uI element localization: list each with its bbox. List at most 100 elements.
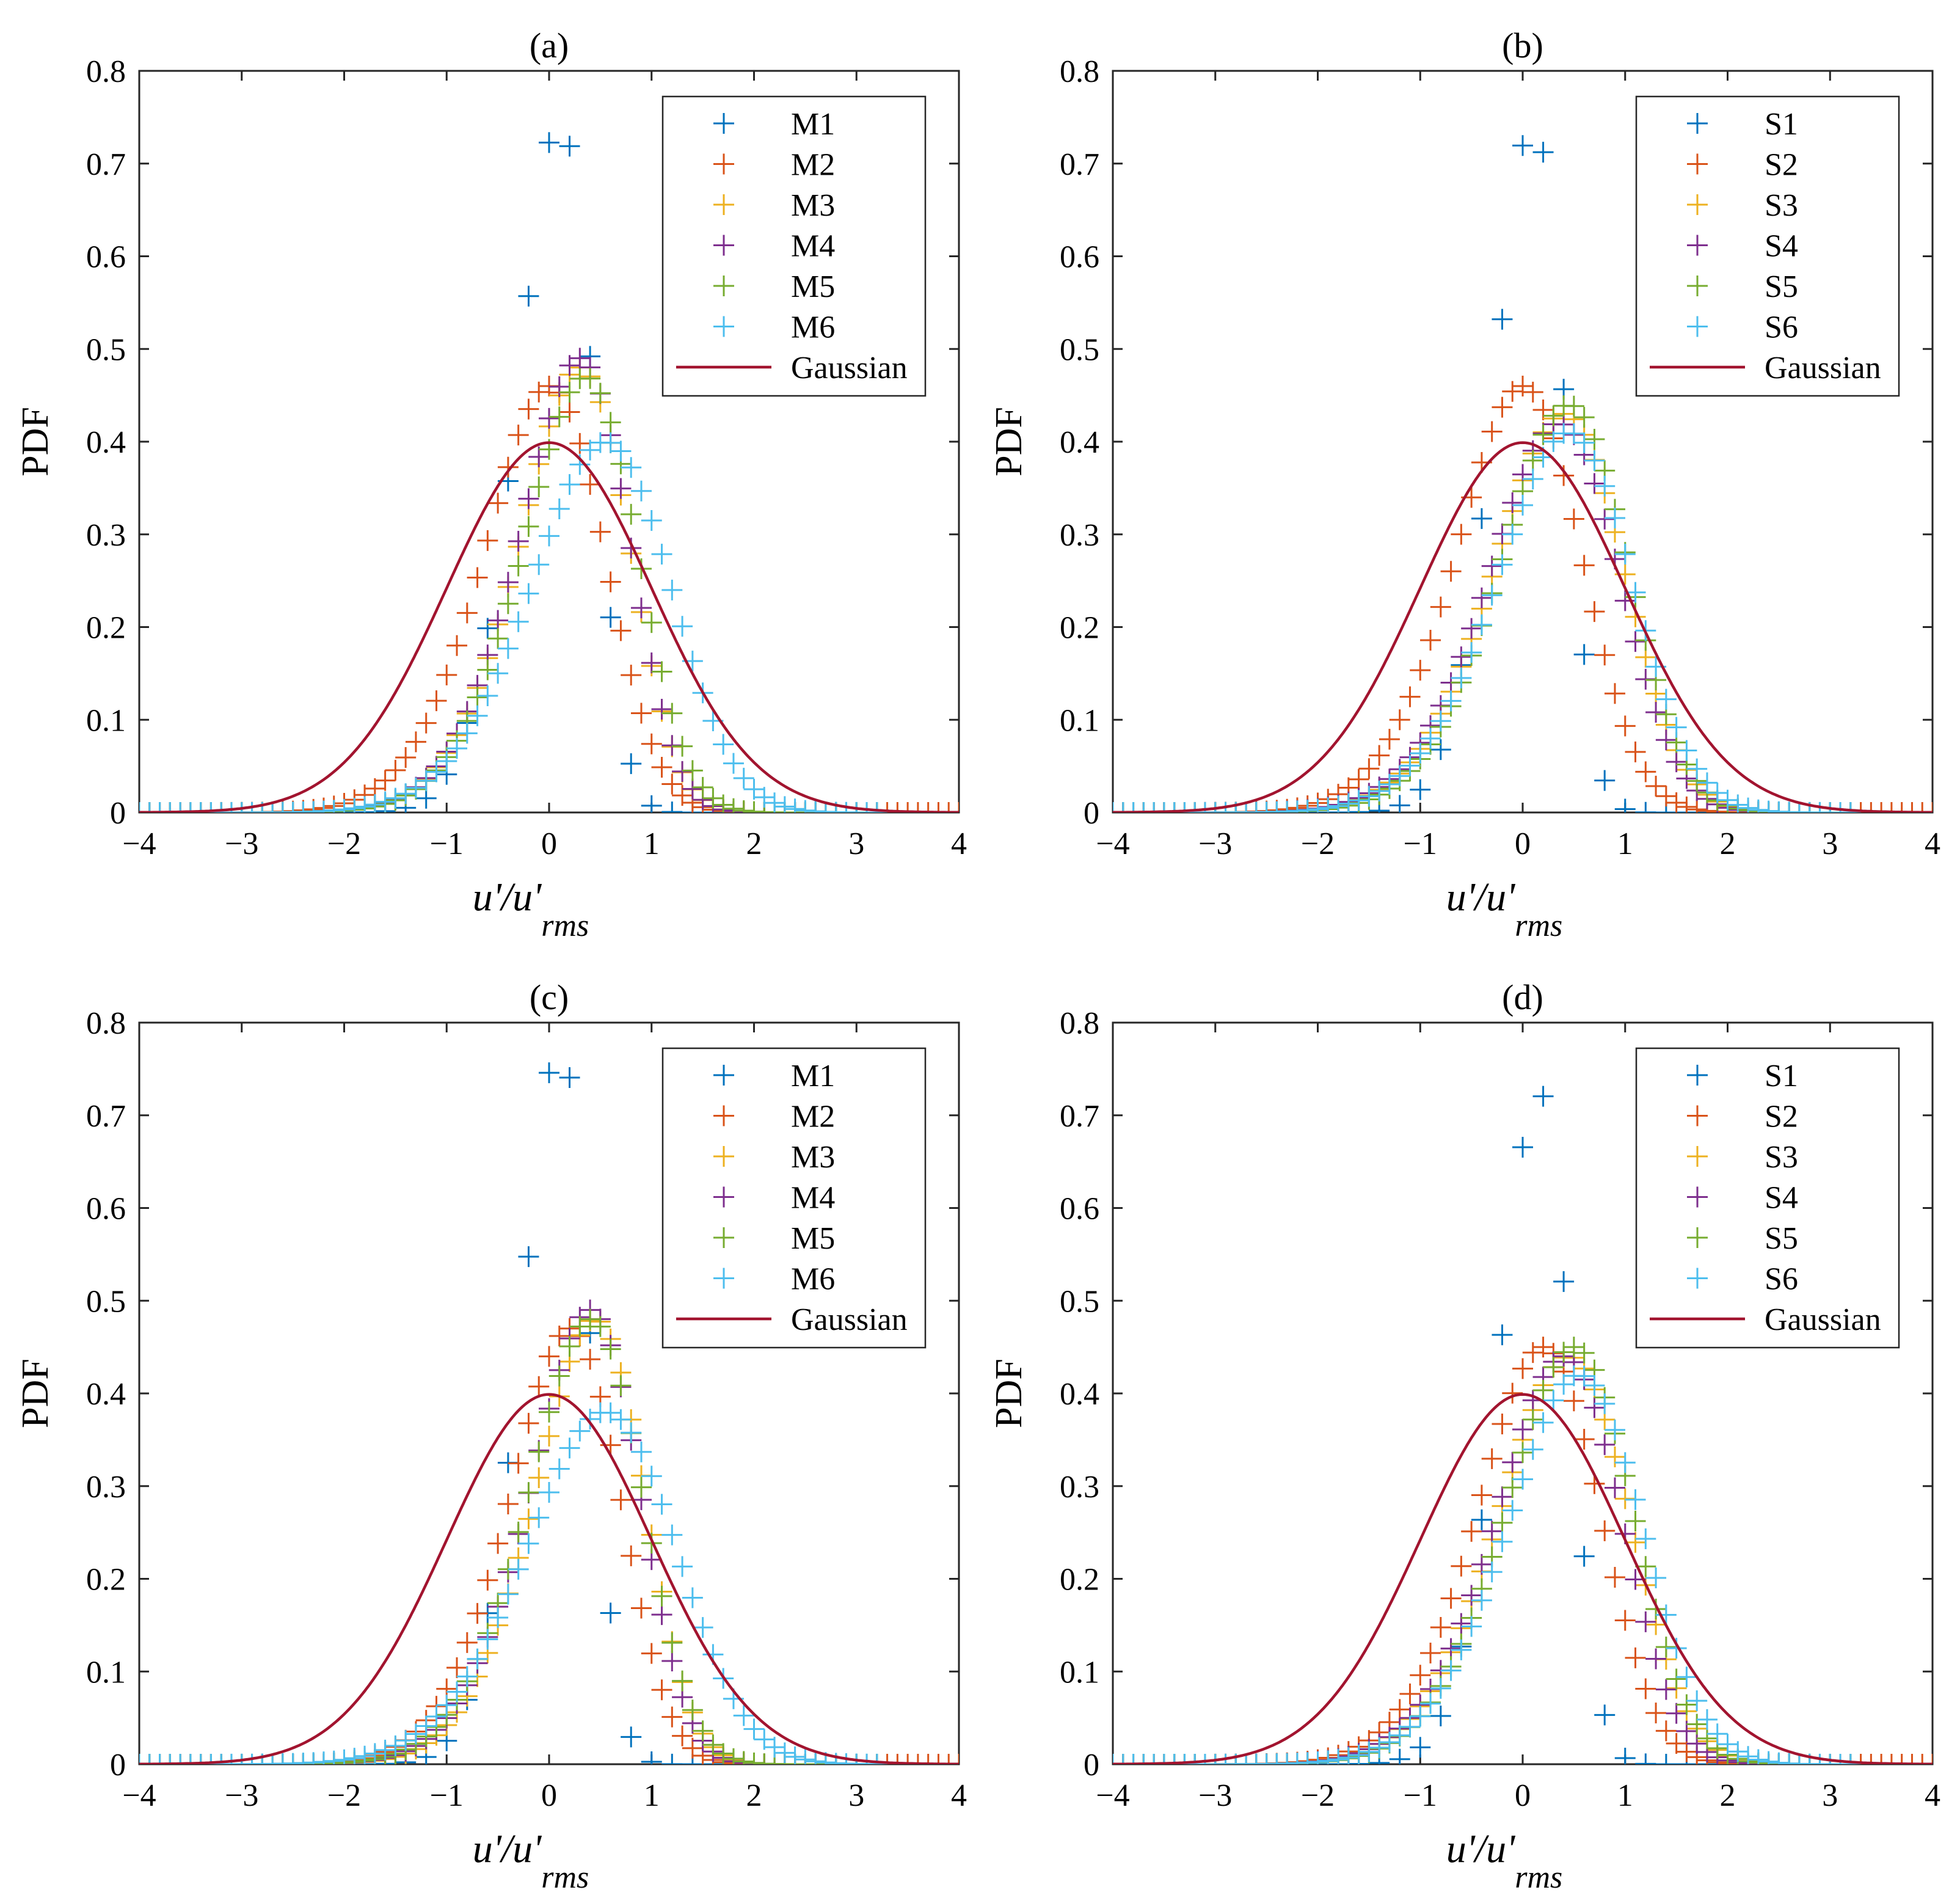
marker-M5 xyxy=(477,659,498,681)
marker-M4 xyxy=(497,572,519,593)
marker-M2 xyxy=(446,635,468,656)
marker-S1 xyxy=(1492,1324,1513,1346)
marker-M1 xyxy=(559,136,580,157)
marker-M3 xyxy=(518,1508,539,1530)
marker-S5 xyxy=(1492,1512,1513,1533)
marker-M2 xyxy=(610,620,632,641)
y-tick-label: 0.6 xyxy=(86,240,126,275)
legend-marker-M3 xyxy=(713,194,734,215)
marker-M2 xyxy=(641,733,662,754)
marker-M5 xyxy=(661,1632,683,1654)
marker-S4 xyxy=(1471,587,1492,608)
marker-S6 xyxy=(1747,799,1769,812)
marker-S6 xyxy=(1738,797,1759,812)
x-tick-label: 4 xyxy=(951,1778,967,1813)
marker-M2 xyxy=(621,1545,642,1566)
marker-M6 xyxy=(333,1749,355,1764)
panel-a: −4 −3 −2 −1 0 1 2 3 4 0 0.1 0.2 0.3 0.4 0.5 0.6 0.7 0.8 (a… xyxy=(15,26,967,943)
marker-S1 xyxy=(1471,1509,1492,1530)
x-tick-label: −4 xyxy=(1096,827,1129,861)
legend-label-M3: M3 xyxy=(791,1140,835,1175)
y-tick-label: 0.3 xyxy=(1060,1470,1099,1505)
marker-S6 xyxy=(1123,1754,1144,1764)
marker-S2 xyxy=(1532,1337,1554,1358)
marker-M2 xyxy=(477,530,498,551)
marker-M5 xyxy=(589,1316,611,1337)
marker-S6 xyxy=(1666,1638,1687,1659)
series-S4 xyxy=(1113,1346,1861,1764)
y-tick-label: 0.8 xyxy=(1060,1006,1099,1041)
marker-M5 xyxy=(672,1670,693,1692)
marker-S4 xyxy=(1502,492,1523,514)
marker-S6 xyxy=(1317,797,1339,812)
marker-S1 xyxy=(1471,508,1492,529)
x-tick-label: 4 xyxy=(951,827,967,861)
panel-d: −4 −3 −2 −1 0 1 2 3 4 0 0.1 0.2 0.3 0.4 0.5 0.6 0.7 0.8 (d… xyxy=(988,977,1940,1895)
marker-M2 xyxy=(559,401,580,423)
marker-M2 xyxy=(477,1569,498,1591)
marker-M2 xyxy=(641,1643,662,1664)
marker-M4 xyxy=(569,348,591,369)
marker-S2 xyxy=(1492,396,1513,418)
legend-label-S1: S1 xyxy=(1765,107,1798,142)
marker-M5 xyxy=(723,798,744,812)
marker-M6 xyxy=(456,723,478,744)
marker-S6 xyxy=(1676,740,1697,761)
legend-label-S5: S5 xyxy=(1765,1221,1798,1256)
marker-M5 xyxy=(630,1476,652,1498)
marker-M6 xyxy=(692,1617,713,1638)
marker-S6 xyxy=(1123,802,1144,812)
panel-c: −4 −3 −2 −1 0 1 2 3 4 0 0.1 0.2 0.3 0.4 0.5 0.6 0.7 0.8 (c… xyxy=(15,977,967,1895)
marker-S6 xyxy=(1307,798,1328,812)
legend-label-S2: S2 xyxy=(1765,1100,1798,1134)
marker-M6 xyxy=(661,579,683,600)
y-tick-label: 0.7 xyxy=(1060,147,1099,182)
marker-M6 xyxy=(630,480,652,502)
marker-S6 xyxy=(1625,1489,1646,1510)
marker-S2 xyxy=(1399,686,1421,707)
marker-M5 xyxy=(528,1441,550,1462)
marker-S2 xyxy=(1891,802,1912,812)
x-axis-label: u'/u'rms xyxy=(473,875,589,943)
legend-label-gaussian: Gaussian xyxy=(1765,351,1881,385)
legend-marker-S3 xyxy=(1687,194,1708,215)
marker-S2 xyxy=(1604,683,1625,704)
marker-S6 xyxy=(1420,1693,1441,1714)
marker-S6 xyxy=(1707,1723,1728,1745)
marker-S6 xyxy=(1512,1469,1533,1490)
marker-M6 xyxy=(477,1629,498,1650)
marker-M6 xyxy=(385,1735,406,1756)
marker-S2 xyxy=(1358,758,1380,779)
marker-M5 xyxy=(651,661,672,682)
x-tick-label: 1 xyxy=(1617,1778,1633,1813)
marker-M6 xyxy=(426,1706,447,1727)
marker-S5 xyxy=(1532,1379,1554,1401)
legend-marker-S5 xyxy=(1687,1227,1708,1248)
marker-S6 xyxy=(1471,614,1492,635)
legend-label-M5: M5 xyxy=(791,269,835,304)
marker-M4 xyxy=(610,478,632,499)
marker-S2 xyxy=(1871,802,1892,812)
y-tick-label: 0.8 xyxy=(1060,54,1099,89)
marker-M6 xyxy=(405,1723,426,1745)
marker-S6 xyxy=(1143,1754,1165,1764)
marker-M6 xyxy=(333,799,355,812)
marker-S3 xyxy=(1604,1446,1625,1467)
legend-label-S3: S3 xyxy=(1765,1140,1798,1175)
marker-M6 xyxy=(548,1458,570,1480)
y-tick-label: 0 xyxy=(1084,796,1099,831)
y-axis-label: PDF xyxy=(15,1359,56,1428)
marker-S6 xyxy=(1389,765,1410,787)
marker-M6 xyxy=(764,1737,785,1758)
y-tick-label: 0.3 xyxy=(86,1470,126,1505)
marker-S6 xyxy=(1655,1604,1677,1626)
y-axis-label: PDF xyxy=(988,407,1030,476)
y-tick-label: 0.7 xyxy=(86,1099,126,1134)
marker-S6 xyxy=(1430,1677,1451,1699)
marker-M6 xyxy=(436,751,457,772)
marker-S6 xyxy=(1481,1561,1503,1583)
y-tick-label: 0.4 xyxy=(1060,425,1099,460)
panel-b: −4 −3 −2 −1 0 1 2 3 4 0 0.1 0.2 0.3 0.4 0.5 0.6 0.7 0.8 (b… xyxy=(988,26,1940,943)
marker-S2 xyxy=(1502,381,1523,402)
legend-marker-S2 xyxy=(1687,1105,1708,1126)
